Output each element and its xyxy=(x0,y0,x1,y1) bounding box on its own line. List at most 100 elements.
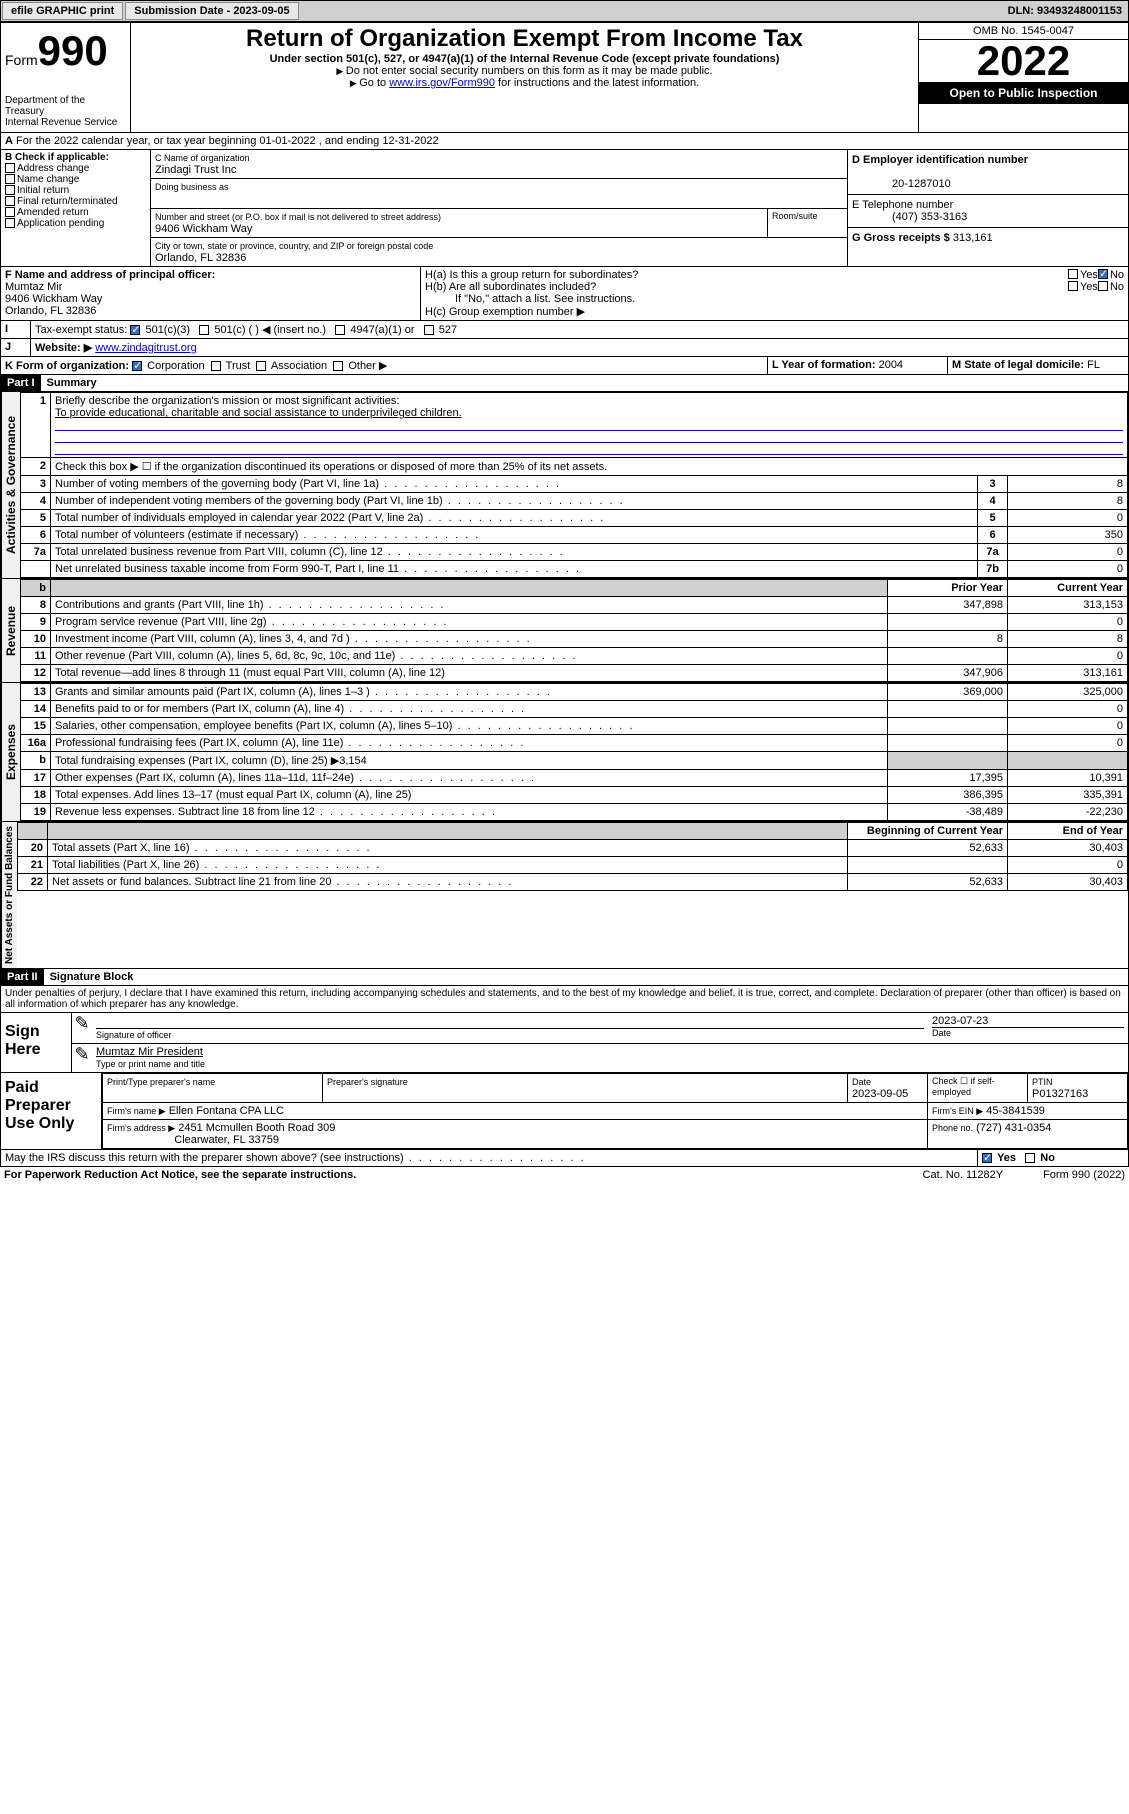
form-title: Return of Organization Exempt From Incom… xyxy=(139,25,910,53)
part-2-header: Part II xyxy=(1,969,44,985)
checkbox-hb-no[interactable] xyxy=(1098,281,1108,291)
checkbox-other[interactable] xyxy=(333,361,343,371)
domicile-label: M State of legal domicile: xyxy=(952,359,1084,371)
table-row: 6Total number of volunteers (estimate if… xyxy=(21,527,1128,544)
h-b-text: H(b) Are all subordinates included? xyxy=(425,281,1068,293)
top-bar: efile GRAPHIC print Submission Date - 20… xyxy=(0,0,1129,22)
officer-addr: 9406 Wickham Way xyxy=(5,293,102,305)
h-a-text: H(a) Is this a group return for subordin… xyxy=(425,269,1068,281)
vert-expenses: Expenses xyxy=(1,683,20,821)
sig-date-value: 2023-07-23 xyxy=(932,1015,988,1027)
dba-label: Doing business as xyxy=(155,182,229,192)
sig-date-label: Date xyxy=(932,1027,1124,1038)
checkbox-501c3[interactable] xyxy=(130,325,140,335)
checkbox-527[interactable] xyxy=(424,325,434,335)
irs-link[interactable]: www.irs.gov/Form990 xyxy=(389,77,495,89)
firm-phone-value: (727) 431-0354 xyxy=(976,1122,1051,1134)
irs-no-label: No xyxy=(1040,1152,1055,1164)
checkbox-amended-return[interactable] xyxy=(5,207,15,217)
hb-no-label: No xyxy=(1110,281,1124,293)
checkbox-name-change[interactable] xyxy=(5,174,15,184)
checkbox-4947[interactable] xyxy=(335,325,345,335)
checkbox-ha-no[interactable] xyxy=(1098,269,1108,279)
table-row: 4Number of independent voting members of… xyxy=(21,493,1128,510)
checkbox-irs-no[interactable] xyxy=(1025,1153,1035,1163)
section-c: C Name of organization Zindagi Trust Inc… xyxy=(151,150,848,266)
ha-no-label: No xyxy=(1110,269,1124,281)
submission-date-button[interactable]: Submission Date - 2023-09-05 xyxy=(125,2,298,20)
line1-label: Briefly describe the organization's miss… xyxy=(55,395,399,407)
checkbox-irs-yes[interactable] xyxy=(982,1153,992,1163)
opt-address-change: Address change xyxy=(17,163,89,174)
col-end-year: End of Year xyxy=(1008,823,1128,840)
checkbox-ha-yes[interactable] xyxy=(1068,269,1078,279)
sig-officer-label: Signature of officer xyxy=(96,1030,171,1040)
gross-receipts-value: 313,161 xyxy=(953,232,993,244)
pen-icon: ✎ xyxy=(72,1013,92,1043)
vert-net-assets: Net Assets or Fund Balances xyxy=(1,822,17,968)
section-b: B Check if applicable: Address change Na… xyxy=(1,150,151,266)
section-l: L Year of formation: 2004 xyxy=(768,357,948,374)
col-prior-year: Prior Year xyxy=(888,580,1008,597)
phone-value: (407) 353-3163 xyxy=(852,211,967,223)
form-word: Form xyxy=(5,52,38,68)
table-row: 16aProfessional fundraising fees (Part I… xyxy=(21,735,1128,752)
hb-yes-label: Yes xyxy=(1080,281,1098,293)
checkbox-address-change[interactable] xyxy=(5,163,15,173)
addr-label: Number and street (or P.O. box if mail i… xyxy=(155,212,441,222)
irs-label: Internal Revenue Service xyxy=(5,117,126,128)
sign-here-label: Sign Here xyxy=(1,1013,71,1072)
checkbox-corporation[interactable] xyxy=(132,361,142,371)
table-row: 18Total expenses. Add lines 13–17 (must … xyxy=(21,787,1128,804)
officer-typed-name: Mumtaz Mir President xyxy=(96,1046,203,1058)
pen-icon: ✎ xyxy=(72,1044,92,1072)
section-d-e-g: D Employer identification number 20-1287… xyxy=(848,150,1128,266)
table-row: 7aTotal unrelated business revenue from … xyxy=(21,544,1128,561)
checkbox-final-return[interactable] xyxy=(5,196,15,206)
firm-addr-value: 2451 Mcmullen Booth Road 309 xyxy=(178,1122,335,1134)
efile-button[interactable]: efile GRAPHIC print xyxy=(2,2,123,20)
firm-phone-label: Phone no. xyxy=(932,1123,973,1133)
self-employed-check: Check ☐ if self-employed xyxy=(928,1074,1028,1103)
irs-yes-label: Yes xyxy=(997,1152,1016,1164)
table-row: 12Total revenue—add lines 8 through 11 (… xyxy=(21,665,1128,682)
gross-receipts-label: G Gross receipts $ xyxy=(852,232,950,244)
part-2-title: Signature Block xyxy=(44,969,140,985)
table-row: Net unrelated business taxable income fr… xyxy=(21,561,1128,578)
room-suite-label: Room/suite xyxy=(767,209,847,237)
table-row: 17Other expenses (Part IX, column (A), l… xyxy=(21,770,1128,787)
section-f: F Name and address of principal officer:… xyxy=(1,267,421,320)
footer-paperwork: For Paperwork Reduction Act Notice, see … xyxy=(4,1169,883,1181)
table-row: 15Salaries, other compensation, employee… xyxy=(21,718,1128,735)
checkbox-trust[interactable] xyxy=(211,361,221,371)
website-link[interactable]: www.zindagitrust.org xyxy=(95,342,197,354)
line2-text: Check this box ▶ ☐ if the organization d… xyxy=(51,458,1128,476)
table-row: 21Total liabilities (Part X, line 26)0 xyxy=(18,857,1128,874)
street-address: 9406 Wickham Way xyxy=(155,223,252,235)
opt-4947: 4947(a)(1) or xyxy=(350,324,414,336)
table-row: 19Revenue less expenses. Subtract line 1… xyxy=(21,804,1128,821)
mission-text: To provide educational, charitable and s… xyxy=(55,407,462,419)
domicile-value: FL xyxy=(1087,359,1100,371)
prep-date-label: Date xyxy=(852,1077,871,1087)
checkbox-hb-yes[interactable] xyxy=(1068,281,1078,291)
checkbox-association[interactable] xyxy=(256,361,266,371)
officer-name: Mumtaz Mir xyxy=(5,281,62,293)
section-k: K Form of organization: Corporation Trus… xyxy=(1,357,768,374)
opt-trust: Trust xyxy=(226,360,251,372)
checkbox-501c[interactable] xyxy=(199,325,209,335)
tax-year: 2022 xyxy=(919,40,1128,82)
checkbox-initial-return[interactable] xyxy=(5,185,15,195)
tax-year-range: For the 2022 calendar year, or tax year … xyxy=(16,135,439,147)
opt-corporation: Corporation xyxy=(147,360,204,372)
table-row: 9Program service revenue (Part VIII, lin… xyxy=(21,614,1128,631)
section-h: H(a) Is this a group return for subordin… xyxy=(421,267,1128,320)
dept-treasury: Department of the Treasury xyxy=(5,95,126,117)
year-formation-label: L Year of formation: xyxy=(772,359,876,371)
goto-prefix: Go to xyxy=(359,77,389,89)
opt-final-return: Final return/terminated xyxy=(17,196,118,207)
opt-501c: 501(c) ( ) ◀ (insert no.) xyxy=(214,324,326,336)
form-subtitle: Under section 501(c), 527, or 4947(a)(1)… xyxy=(139,53,910,65)
checkbox-application-pending[interactable] xyxy=(5,218,15,228)
h-b-note: If "No," attach a list. See instructions… xyxy=(425,293,1124,305)
